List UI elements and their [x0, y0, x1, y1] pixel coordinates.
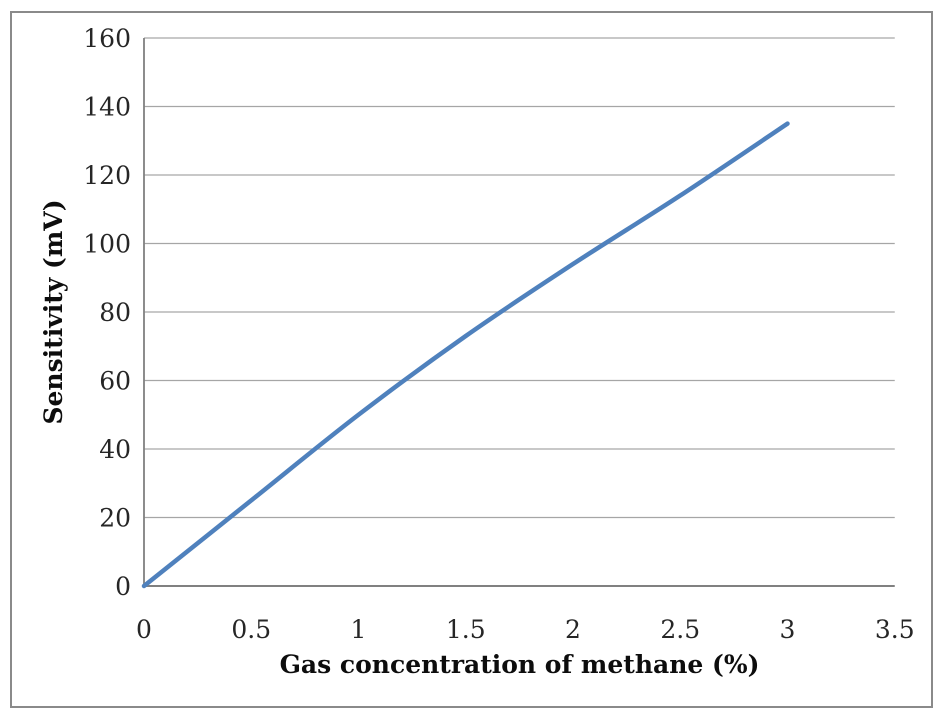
- x-tick-label: 2: [565, 615, 581, 644]
- x-tick-label: 1.5: [446, 615, 486, 644]
- chart-border: [10, 11, 933, 708]
- y-tick-label: 20: [99, 504, 131, 533]
- y-axis-title: Sensitivity (mV): [39, 199, 68, 425]
- x-axis-title: Gas concentration of methane (%): [279, 650, 760, 679]
- y-tick-label: 60: [99, 367, 131, 396]
- gridlines: [144, 37, 895, 519]
- y-tick-label: 100: [83, 230, 131, 259]
- y-tick-label: 140: [83, 93, 131, 122]
- x-tick-label: 2.5: [660, 615, 700, 644]
- series-line: [141, 121, 790, 589]
- y-tick-label: 0: [115, 572, 131, 601]
- y-tick-label: 40: [99, 435, 131, 464]
- x-tick-label: 3: [780, 615, 796, 644]
- x-tick-label: 0: [136, 615, 152, 644]
- x-tick-label: 1: [351, 615, 367, 644]
- x-tick-label: 0.5: [231, 615, 271, 644]
- y-tick-labels: 0 20 40 60 80 100 120 140 160: [83, 24, 131, 601]
- y-tick-label: 80: [99, 298, 131, 327]
- y-tick-label: 160: [83, 24, 131, 53]
- x-tick-label: 3.5: [875, 615, 915, 644]
- x-tick-labels: 0 0.5 1 1.5 2 2.5 3 3.5: [136, 615, 915, 644]
- y-tick-label: 120: [83, 161, 131, 190]
